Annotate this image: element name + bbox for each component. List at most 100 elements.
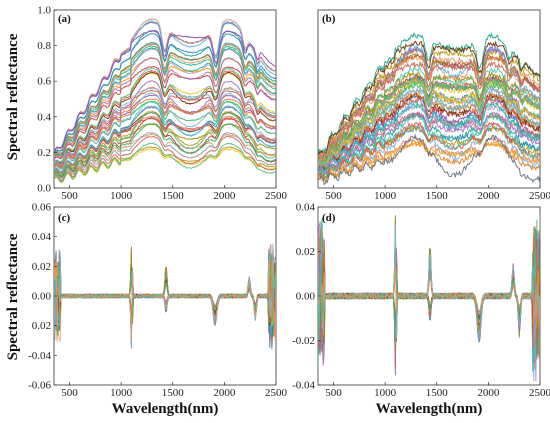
panel-b-frame	[317, 9, 541, 189]
panel-c-y-tick-label: 0.04	[32, 231, 52, 243]
panel-d: (d) 500 1000 1500 2000 2500 -0.04 -0.02 0.00 0.…	[292, 202, 550, 400]
panel-d-x-tick-label: 1000	[374, 387, 397, 399]
panel-a-series-line	[54, 20, 276, 154]
panel-a-y-tick-label: 0.8	[37, 40, 51, 52]
x-axis-label-left: Wavelength(nm)	[112, 401, 219, 417]
panel-c-x-tick-label: 500	[61, 387, 78, 399]
panel-b-series-line	[318, 87, 540, 169]
panel-a-y-ticks: 0.0 0.2 0.4 0.6 0.8 1.0	[37, 5, 57, 195]
panel-b: (b) 500 1000 1500 2000 2500	[317, 9, 550, 202]
panel-a-series-line	[54, 32, 276, 156]
panel-a-frame	[53, 9, 277, 189]
panel-c-tag: (c)	[58, 212, 71, 224]
panel-b-series-line	[318, 91, 540, 170]
panel-a-series-line	[54, 92, 276, 170]
panel-a-series-line	[54, 135, 276, 182]
panel-d-x-tick-label: 2000	[477, 387, 500, 399]
panel-d-series-line	[318, 223, 540, 361]
panel-b-x-ticks: 500 1000 1500 2000 2500	[325, 185, 550, 202]
panel-b-series-line	[318, 133, 540, 186]
panel-d-y-tick-label: 0.04	[296, 202, 316, 214]
panel-a-series-line	[54, 90, 276, 167]
panel-c-x-tick-label: 2500	[265, 387, 288, 399]
panel-b-series-line	[318, 66, 540, 164]
panel-d-tag: (d)	[322, 212, 336, 224]
panel-c-y-tick-label: 0.00	[32, 291, 52, 303]
panel-a-series-line	[54, 47, 276, 159]
panel-b-x-tick-label: 1000	[374, 190, 397, 202]
panel-b-x-tick-label: 1500	[426, 190, 449, 202]
panel-a-tag: (a)	[58, 13, 71, 25]
panel-a-y-tick-label: 0.2	[37, 147, 51, 159]
panel-b-series-line	[318, 40, 540, 156]
panel-b-tag: (b)	[322, 13, 336, 25]
panel-a: (a) 500 1000 1500 2000 2500 0.0 0.2 0.4 0.6 0.8 1…	[37, 5, 287, 203]
panel-a-series-line	[54, 105, 276, 174]
panel-a-series-line	[54, 45, 276, 159]
panel-a-series-line	[54, 148, 276, 183]
panel-c-x-tick-label: 1000	[110, 387, 133, 399]
panel-a-y-tick-label: 0.4	[37, 111, 51, 123]
panel-a-series-line	[54, 87, 276, 166]
panel-a-series-line	[54, 146, 276, 183]
panel-c-y-tick-label: 0.02	[32, 261, 51, 273]
panel-b-series-line	[318, 111, 540, 176]
panel-c-y-tick-label: 0.06	[32, 202, 52, 214]
panel-d-series-line	[318, 226, 540, 355]
panel-b-series-line	[318, 113, 540, 179]
panel-b-series-line	[318, 31, 540, 157]
panel-b-lines	[318, 31, 540, 186]
panel-a-y-tick-label: 1.0	[37, 5, 51, 17]
panel-c-y-tick-label: -0.06	[28, 380, 51, 392]
panel-b-series-line	[318, 44, 540, 158]
panel-a-series-line	[54, 132, 276, 180]
panel-a-x-tick-label: 2500	[265, 190, 288, 202]
panel-b-x-tick-label: 2000	[477, 190, 500, 202]
panel-a-x-tick-label: 1000	[110, 190, 133, 202]
panel-b-series-line	[318, 54, 540, 159]
y-axis-label-top: Spectral reflectance	[5, 33, 21, 160]
panel-c-series-line	[54, 259, 276, 341]
panel-a-x-tick-label: 1500	[162, 190, 185, 202]
panel-a-x-ticks: 500 1000 1500 2000 2500	[61, 185, 288, 202]
y-axis-label-bottom: Spectral reflectance	[5, 233, 21, 360]
panel-d-y-ticks: -0.04 -0.02 0.00 0.02 0.04	[292, 202, 321, 392]
panel-c-series-line	[54, 244, 276, 342]
panel-a-series-line	[54, 29, 276, 153]
panel-a-series-line	[54, 42, 276, 157]
panel-a-series-line	[54, 18, 276, 153]
panel-a-series-line	[54, 57, 276, 161]
x-axis-label-right: Wavelength(nm)	[376, 401, 483, 417]
panel-b-series-line	[318, 78, 540, 166]
panel-c-y-tick-label: -0.04	[28, 350, 51, 362]
panel-a-series-line	[54, 66, 276, 162]
panel-b-series-line	[318, 60, 540, 161]
panel-c-x-tick-label: 2000	[213, 387, 236, 399]
panel-d-x-tick-label: 2500	[529, 387, 550, 399]
panel-b-x-tick-label: 500	[325, 190, 342, 202]
panel-a-series-line	[54, 142, 276, 183]
panel-a-series-line	[54, 57, 276, 160]
panel-a-series-line	[54, 117, 276, 178]
panel-a-series-line	[54, 48, 276, 159]
panel-c-lines	[54, 243, 276, 350]
panel-c-x-tick-label: 1500	[162, 387, 185, 399]
panel-a-series-line	[54, 67, 276, 164]
panel-d-x-tick-label: 1500	[426, 387, 449, 399]
panel-a-series-line	[54, 80, 276, 167]
panel-d-x-tick-label: 500	[325, 387, 342, 399]
panel-c-x-ticks: 500 1000 1500 2000 2500	[61, 382, 288, 399]
panel-d-y-tick-label: -0.02	[292, 335, 315, 347]
panel-a-series-line	[54, 71, 276, 165]
panel-a-series-line	[54, 122, 276, 178]
panel-d-y-tick-label: 0.00	[296, 291, 316, 303]
panel-d-x-ticks: 500 1000 1500 2000 2500	[325, 382, 550, 399]
panel-c-y-ticks: -0.06 -0.04 0.02 0.00 0.02 0.04 0.06	[28, 202, 57, 392]
panel-b-series-line	[318, 101, 540, 173]
panel-a-y-tick-label: 0.0	[37, 183, 51, 195]
panel-b-x-tick-label: 2500	[529, 190, 550, 202]
panel-a-series-line	[54, 98, 276, 169]
panel-c: (c) 500 1000 1500 2000 2500 -0.06 -0.04 0.02 0.…	[28, 202, 287, 400]
panel-a-lines	[54, 18, 276, 183]
